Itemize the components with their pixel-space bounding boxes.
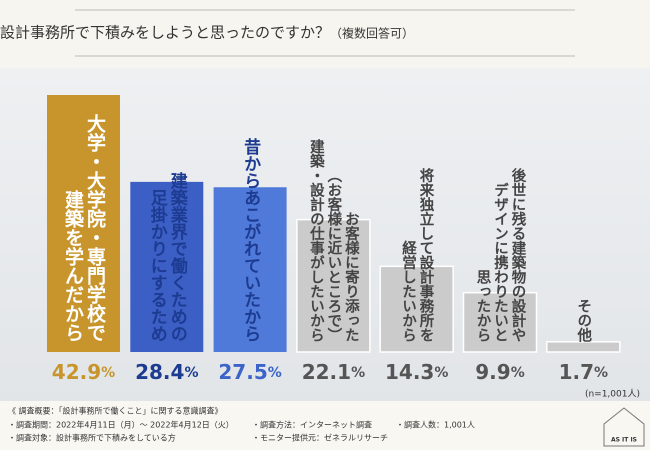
survey-heading: 《 調査概要：「設計事務所で働くこと」に関する意識調査》 [8, 406, 223, 416]
category-label: 経営したいから [400, 239, 416, 342]
category-label: 建築業界で働くための [167, 171, 189, 342]
category-label: 将来独立して設計事務所を [417, 167, 434, 343]
bar [546, 341, 621, 353]
value-label: 1.7% [559, 360, 608, 384]
category-label: その他 [575, 299, 592, 344]
logo-mark [603, 407, 645, 447]
value-label: 28.4% [135, 360, 198, 384]
bar [379, 265, 454, 353]
category-label: 昔からあこがれていたから [240, 137, 261, 342]
survey-item: ・調査対象：設計事務所で下積みをしている方 [8, 433, 176, 443]
category-label: デザインに携わりたいと [492, 181, 508, 342]
bar [47, 95, 120, 352]
category-label: 建築・設計の仕事がしたいから [308, 138, 325, 343]
category-label: 思ったから [475, 269, 491, 342]
category-label: 後世に残る建築物の設計や [510, 167, 527, 343]
survey-item: ・調査方法：インターネット調査 [252, 420, 372, 430]
value-label: 42.9% [52, 360, 115, 384]
value-label: 27.5% [218, 360, 281, 384]
survey-item: ・調査期間：2022年4月11日（月）～ 2022年4月12日（火） [8, 420, 234, 430]
chart-title: なぜ設計事務所で下積みをしようと思ったのですか？ [0, 24, 330, 42]
bar [462, 291, 538, 353]
footer-bg [0, 401, 650, 450]
header-bg [0, 0, 650, 68]
bar [213, 187, 287, 352]
chart-subtitle: （複数回答可） [330, 26, 414, 41]
value-label: 9.9% [475, 360, 524, 384]
category-label: （お客様に近いところで） [325, 168, 342, 342]
category-label: 大学・大学院・専門学校で [84, 113, 106, 342]
survey-item: ・調査人数：1,001人 [396, 420, 475, 430]
survey-item: ・モニター提供元：ゼネラルリサーチ [252, 433, 388, 443]
value-label: 22.1% [302, 360, 365, 384]
sample-note: (n=1,001人) [585, 389, 640, 400]
bar [296, 218, 371, 353]
category-label: 足掛かりにするため [147, 189, 168, 342]
category-label: お客様に寄り添った [343, 211, 360, 342]
value-label: 14.3% [385, 360, 448, 384]
logo-text: AS IT IS [611, 437, 637, 444]
bar [130, 181, 204, 352]
category-label: 建築を学んだから [62, 189, 85, 342]
